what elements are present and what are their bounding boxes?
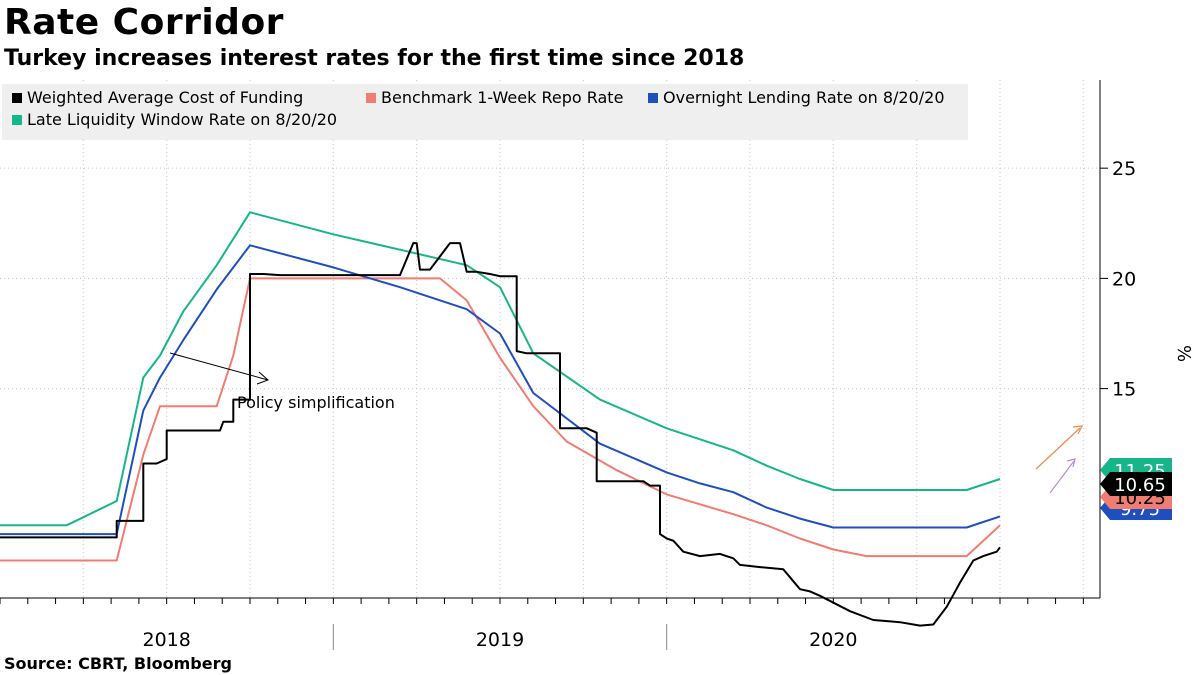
series-lines — [0, 211, 1001, 627]
legend-label: Overnight Lending Rate on 8/20/20 — [663, 88, 945, 107]
annotations: Policy simplification — [169, 352, 1084, 494]
source-note: Source: CBRT, Bloomberg — [4, 654, 232, 673]
series-line-4 — [0, 211, 1001, 527]
series-line-3 — [0, 244, 1001, 536]
legend-label: Weighted Average Cost of Funding — [27, 88, 303, 107]
axes: 15 20 25 2018 2019 2020% — [0, 80, 1194, 651]
projection-arrowhead-purple — [1066, 458, 1076, 468]
legend-swatch — [366, 93, 376, 103]
legend-label: Benchmark 1-Week Repo Rate — [381, 88, 623, 107]
end-label-badge: 10.65 — [1100, 472, 1172, 496]
legend-label: Late Liquidity Window Rate on 8/20/20 — [27, 110, 337, 129]
legend-swatch — [12, 93, 22, 103]
legend-box — [2, 84, 968, 140]
x-year-label: 2020 — [809, 629, 857, 651]
x-year-label: 2018 — [142, 629, 190, 651]
projection-arrow-orange — [1035, 427, 1081, 470]
annotation-text: Policy simplification — [237, 393, 395, 412]
legend-swatch — [648, 93, 658, 103]
y-tick-label: 20 — [1112, 268, 1136, 290]
y-tick-label: 25 — [1112, 158, 1136, 180]
legend-swatch — [12, 115, 22, 125]
series-line-2 — [0, 277, 1001, 562]
legend: Weighted Average Cost of Funding Benchmar… — [2, 84, 968, 140]
annotation-arrow — [169, 352, 269, 381]
x-year-label: 2019 — [476, 629, 524, 651]
y-tick-label: 15 — [1112, 379, 1136, 401]
projection-arrow-purple — [1049, 460, 1075, 494]
end-label-shape — [1100, 472, 1172, 496]
chart-subtitle: Turkey increases interest rates for the … — [4, 46, 745, 71]
grid-lines — [0, 80, 1100, 598]
series-line-1 — [0, 242, 1001, 627]
annotation-arrowhead — [256, 371, 269, 385]
end-label-text: 10.65 — [1114, 475, 1166, 496]
y-axis-unit-label: % — [1173, 345, 1194, 362]
projection-arrowhead-orange — [1072, 425, 1084, 435]
chart-title: Rate Corridor — [4, 2, 284, 43]
